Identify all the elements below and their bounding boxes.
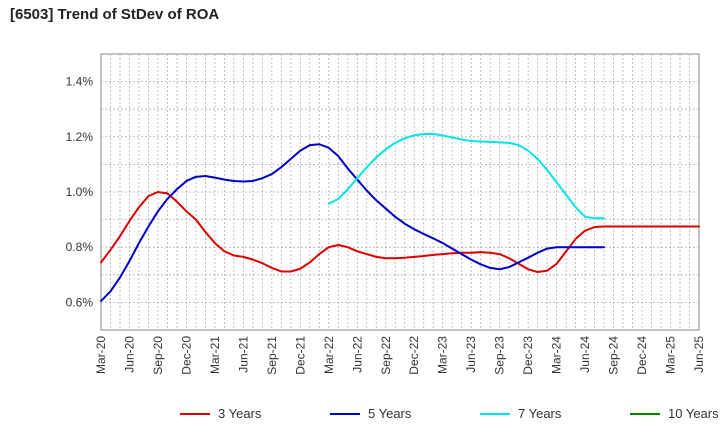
x-tick-label: Jun-23	[464, 336, 478, 373]
legend-label: 10 Years	[668, 406, 719, 421]
grid-layer	[101, 54, 699, 330]
x-tick-label: Sep-24	[607, 336, 621, 375]
series-line-3-years	[100, 191, 700, 274]
x-tick-label: Jun-25	[692, 336, 706, 373]
y-tick-label: 1.0%	[66, 185, 94, 199]
x-tick-label: Mar-23	[436, 336, 450, 374]
y-tick-label: 0.8%	[66, 240, 94, 254]
x-tick-label: Sep-21	[265, 336, 279, 375]
series-line-5-years	[100, 143, 606, 303]
x-tick-label: Dec-21	[293, 336, 307, 375]
x-tick-label: Mar-24	[550, 336, 564, 374]
legend: 3 Years 5 Years 7 Years 10 Years	[180, 406, 719, 421]
legend-label: 3 Years	[218, 406, 262, 421]
x-tick-label: Jun-21	[236, 336, 250, 373]
x-tick-label: Mar-20	[94, 336, 108, 374]
chart-title: [6503] Trend of StDev of ROA	[10, 6, 220, 23]
x-tick-label: Jun-22	[350, 336, 364, 373]
x-tick-label: Dec-23	[521, 336, 535, 375]
x-tick-label: Sep-22	[379, 336, 393, 375]
x-tick-label: Sep-20	[151, 336, 165, 375]
x-tick-label: Dec-22	[407, 336, 421, 375]
x-tick-label: Jun-24	[578, 336, 592, 373]
y-tick-label: 0.6%	[66, 295, 94, 309]
y-tick-label: 1.2%	[66, 130, 94, 144]
x-tick-label: Dec-24	[635, 336, 649, 375]
x-tick-label: Jun-20	[122, 336, 136, 373]
x-tick-label: Mar-25	[664, 336, 678, 374]
legend-label: 5 Years	[368, 406, 412, 421]
y-tick-label: 1.4%	[66, 75, 94, 89]
series-line-7-years	[327, 133, 606, 220]
x-tick-label: Dec-20	[179, 336, 193, 375]
x-tick-label: Mar-22	[322, 336, 336, 374]
x-tick-label: Mar-21	[208, 336, 222, 374]
tick-layer: 0.6% 0.8% 1.0% 1.2% 1.4% Mar-20 Jun-20 Sep-20 De…	[66, 75, 706, 375]
legend-label: 7 Years	[518, 406, 562, 421]
x-tick-label: Sep-23	[493, 336, 507, 375]
series-layer	[100, 133, 700, 303]
